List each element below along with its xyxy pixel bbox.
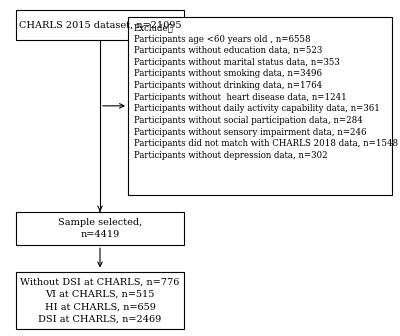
Text: Without DSI at CHARLS, n=776
VI at CHARLS, n=515
HI at CHARLS, n=659
DSI at CHAR: Without DSI at CHARLS, n=776 VI at CHARL… bbox=[20, 278, 180, 324]
Bar bbox=[16, 272, 184, 329]
Text: Exclude：
Participants age <60 years old , n=6558
Participants without education : Exclude： Participants age <60 years old … bbox=[134, 23, 398, 160]
Bar bbox=[128, 17, 392, 195]
Text: Sample selected,
n=4419: Sample selected, n=4419 bbox=[58, 218, 142, 239]
Text: CHARLS 2015 dataset, n=21095: CHARLS 2015 dataset, n=21095 bbox=[19, 21, 181, 30]
Bar bbox=[16, 10, 184, 40]
Bar bbox=[16, 212, 184, 245]
